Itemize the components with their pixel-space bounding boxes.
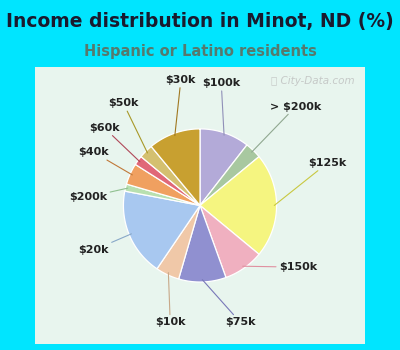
Polygon shape bbox=[141, 146, 200, 205]
Text: $125k: $125k bbox=[274, 158, 347, 205]
Text: $150k: $150k bbox=[243, 262, 317, 272]
Polygon shape bbox=[179, 205, 226, 282]
Text: $40k: $40k bbox=[78, 147, 132, 175]
Polygon shape bbox=[125, 184, 200, 205]
Text: $200k: $200k bbox=[69, 188, 128, 202]
Text: $60k: $60k bbox=[89, 123, 140, 162]
Text: $10k: $10k bbox=[155, 273, 186, 328]
Text: $50k: $50k bbox=[108, 98, 148, 153]
Text: Income distribution in Minot, ND (%): Income distribution in Minot, ND (%) bbox=[6, 12, 394, 31]
Polygon shape bbox=[157, 205, 200, 279]
Text: $100k: $100k bbox=[202, 78, 240, 135]
Text: Hispanic or Latino residents: Hispanic or Latino residents bbox=[84, 44, 316, 59]
Text: $20k: $20k bbox=[78, 234, 131, 255]
Polygon shape bbox=[200, 205, 259, 278]
Text: $30k: $30k bbox=[166, 75, 196, 135]
Text: > $200k: > $200k bbox=[252, 102, 321, 152]
Polygon shape bbox=[124, 191, 200, 269]
Polygon shape bbox=[135, 157, 200, 205]
Polygon shape bbox=[200, 145, 259, 205]
Polygon shape bbox=[151, 129, 200, 205]
Text: $75k: $75k bbox=[202, 280, 256, 328]
Polygon shape bbox=[200, 129, 247, 205]
Text: ⓘ City-Data.com: ⓘ City-Data.com bbox=[270, 76, 354, 86]
Polygon shape bbox=[126, 164, 200, 205]
Polygon shape bbox=[200, 157, 276, 254]
